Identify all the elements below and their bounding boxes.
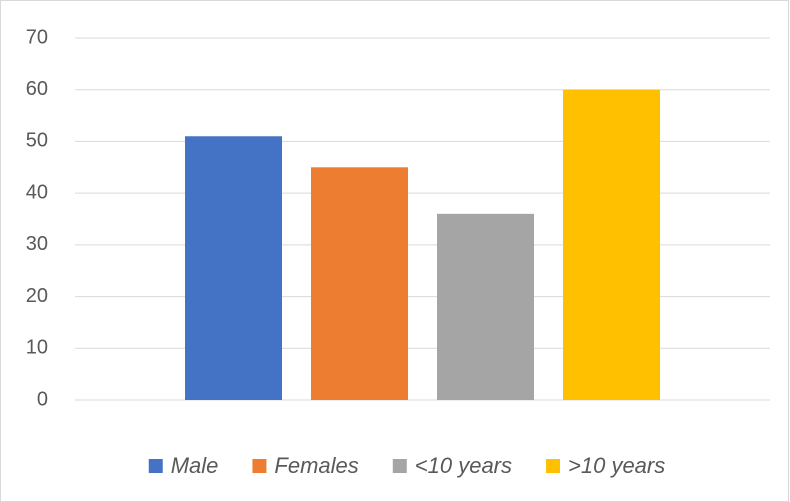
legend-label: <10 years xyxy=(415,453,512,478)
legend-label: >10 years xyxy=(568,453,665,478)
bar xyxy=(185,136,282,400)
y-tick-label: 60 xyxy=(26,78,48,100)
legend-swatch xyxy=(252,459,267,473)
y-tick-label: 50 xyxy=(26,130,48,152)
y-tick-label: 30 xyxy=(26,233,48,255)
bar xyxy=(311,167,408,400)
y-tick-label: 20 xyxy=(26,285,48,307)
y-tick-label: 70 xyxy=(26,26,48,48)
legend-label: Females xyxy=(274,453,358,478)
legend-swatch xyxy=(392,459,407,473)
legend: Male Females <10 years >10 years xyxy=(148,453,665,478)
y-tick-label: 0 xyxy=(37,388,48,410)
bar xyxy=(437,213,534,400)
legend-swatch xyxy=(148,459,163,473)
y-tick-label: 10 xyxy=(26,337,48,359)
legend-label: Male xyxy=(171,453,219,478)
legend-swatch xyxy=(546,459,561,473)
y-tick-label: 40 xyxy=(26,181,48,203)
bars xyxy=(185,89,660,400)
bar xyxy=(563,89,660,400)
